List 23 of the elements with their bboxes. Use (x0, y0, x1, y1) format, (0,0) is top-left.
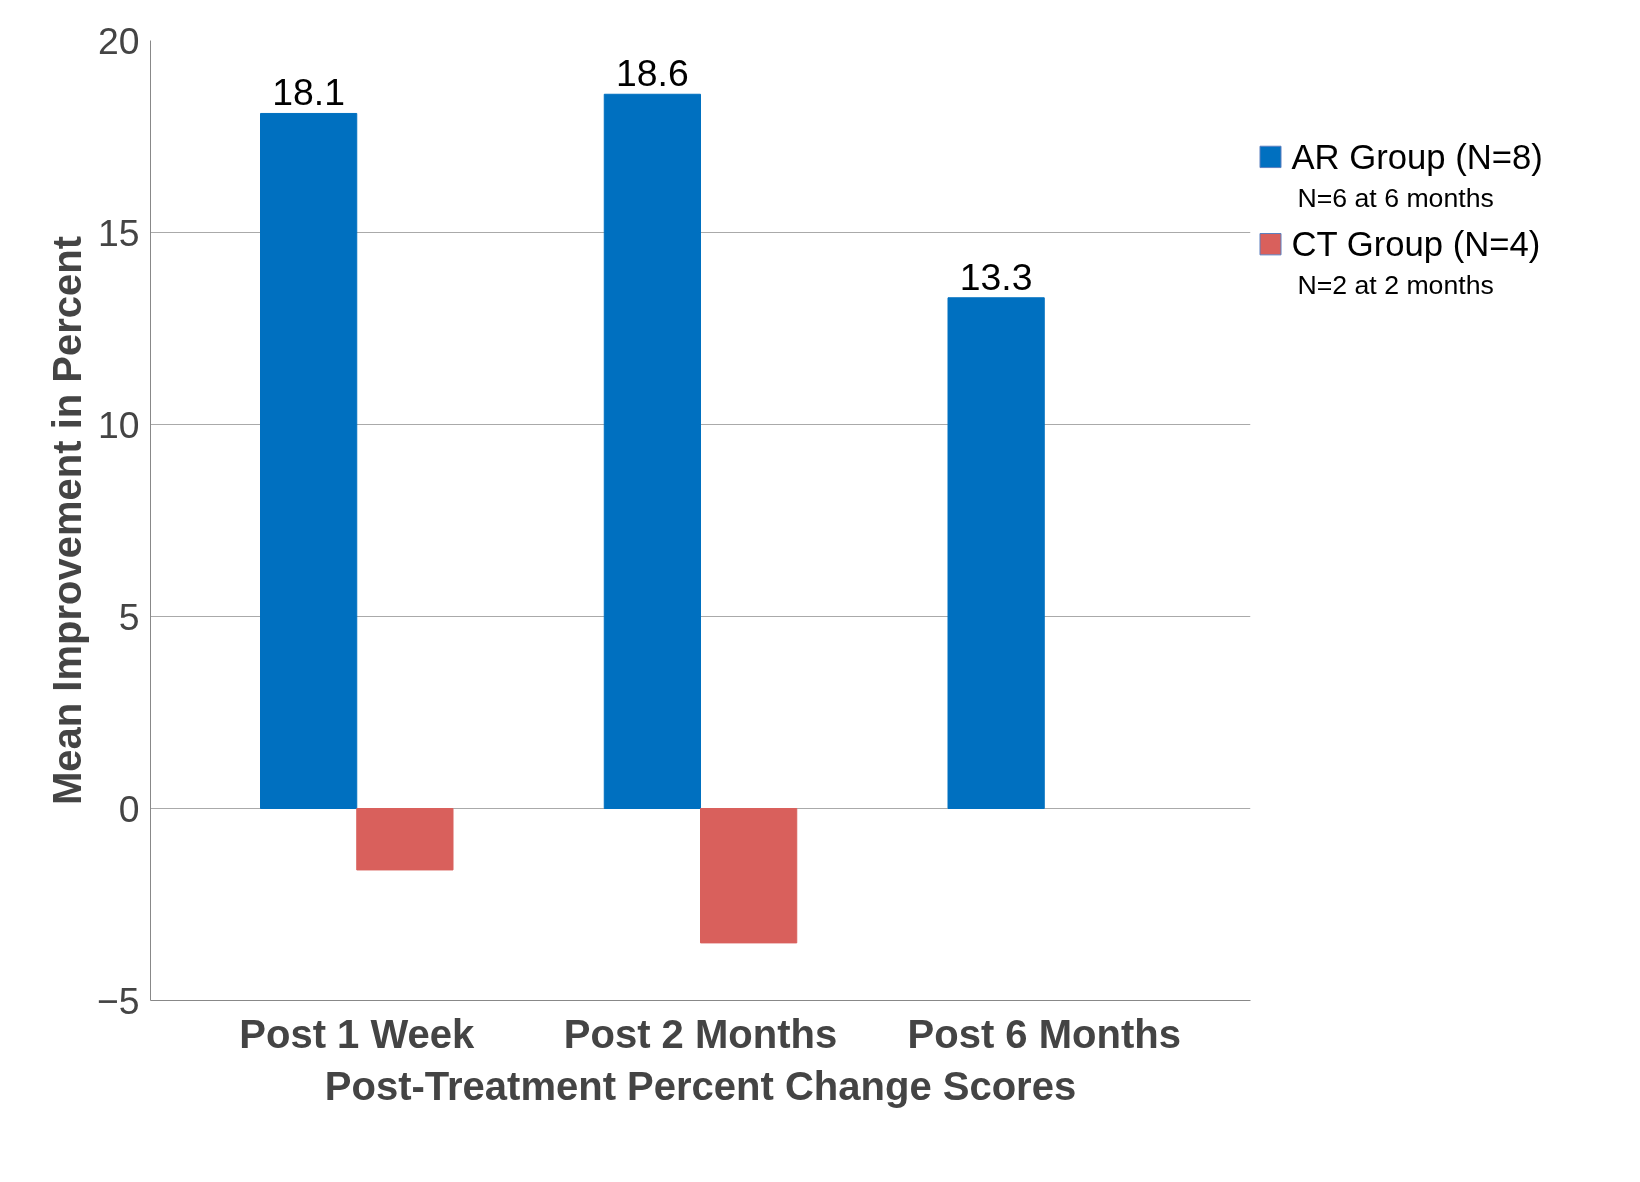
y-tick-label: 0 (118, 787, 140, 830)
y-tick-label: −5 (96, 979, 140, 1022)
data-label: 13.3 (959, 255, 1033, 298)
bar (260, 112, 358, 809)
legend-label: AR Group (N=8) (1291, 137, 1543, 176)
bar (356, 808, 454, 871)
x-tick-label: Post 2 Months (563, 1011, 838, 1056)
x-tick-label: Post 6 Months (907, 1011, 1181, 1056)
y-tick-label: 20 (97, 19, 140, 62)
bar (947, 297, 1045, 809)
y-tick-label: 10 (97, 403, 140, 446)
bar (603, 93, 701, 809)
legend-label: CT Group (N=4) (1291, 225, 1541, 264)
bar (700, 808, 798, 944)
y-tick-label: 15 (97, 211, 140, 254)
x-tick-label: Post 1 Week (239, 1011, 475, 1056)
text: N=2 at 2 months (1297, 269, 1494, 300)
text: N=6 at 6 months (1297, 182, 1494, 213)
data-label: 18.6 (616, 52, 689, 95)
x-axis-title: Post-Treatment Percent Change Scores (324, 1063, 1077, 1108)
y-tick-label: 5 (118, 595, 140, 638)
y-axis-title: Mean Improvement in Percent (44, 235, 89, 806)
data-label: 18.1 (272, 71, 345, 114)
